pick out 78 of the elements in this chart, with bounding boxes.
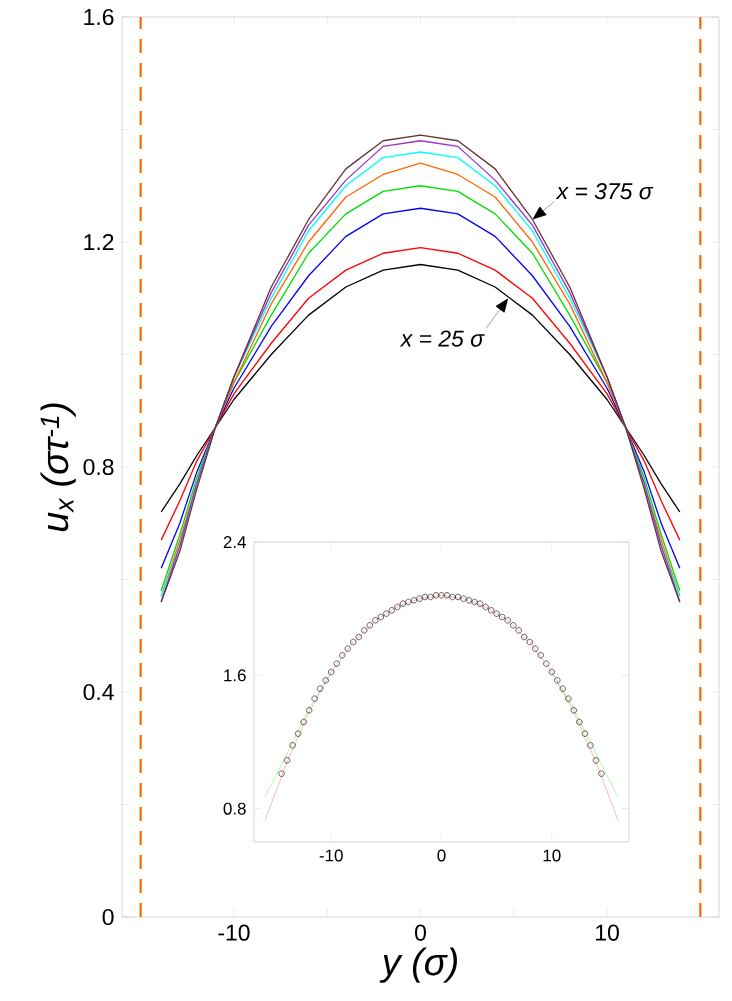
annotation: x = 25 σ (399, 330, 485, 347)
x-tick-label: 0 (437, 849, 446, 862)
point (477, 600, 484, 607)
point (278, 770, 285, 777)
point (405, 598, 412, 606)
point (443, 592, 451, 599)
point (537, 652, 544, 659)
x-tick-label: 10 (596, 924, 619, 941)
point (322, 677, 329, 684)
point (399, 600, 406, 607)
point (416, 595, 423, 602)
point (344, 645, 351, 652)
point (289, 742, 296, 749)
point (499, 613, 506, 621)
point (482, 603, 489, 611)
point (377, 613, 384, 621)
point (515, 627, 522, 634)
point (526, 638, 533, 646)
point (421, 593, 429, 601)
point (394, 603, 401, 611)
point (592, 757, 600, 764)
y-tick-label: 1.6 (224, 669, 246, 682)
point (300, 718, 307, 726)
point (488, 607, 495, 614)
point (432, 592, 440, 599)
point (317, 685, 324, 692)
y-tick-label: 1.2 (84, 233, 114, 250)
point (576, 718, 583, 726)
x-tick-label: 10 (543, 849, 561, 862)
point (532, 645, 539, 652)
point (449, 593, 456, 601)
y-tick-label: 0.8 (83, 458, 114, 476)
point (366, 622, 373, 629)
x-tick-label: 0 (415, 924, 426, 941)
x-tick-label: -10 (319, 849, 343, 862)
y-axis-title: u$_{x}$ (στ$^{-1}$) (40, 403, 76, 532)
point (438, 592, 445, 599)
point (581, 730, 588, 737)
point (543, 660, 550, 667)
point (306, 707, 313, 714)
point (559, 685, 566, 692)
y-tick-label: 2.4 (223, 536, 246, 548)
point (388, 607, 395, 614)
point (454, 593, 462, 601)
point (548, 668, 555, 676)
line-series (264, 595, 619, 821)
point (355, 633, 362, 641)
point (504, 617, 511, 624)
point (598, 770, 605, 777)
annotation: x = 375 σ (555, 183, 654, 200)
y-tick-label: 0.8 (223, 802, 246, 815)
point (311, 695, 318, 702)
point (283, 757, 291, 764)
point (328, 668, 335, 676)
point (295, 730, 302, 737)
point (570, 707, 577, 714)
point (565, 695, 572, 702)
x-axis-title: y (σ) (379, 947, 457, 983)
y-tick-label: 0 (102, 908, 114, 926)
point (427, 593, 434, 601)
point (410, 597, 418, 604)
y-tick-label: 0.4 (83, 683, 114, 701)
point (383, 610, 390, 617)
point (510, 622, 517, 629)
point (471, 598, 478, 606)
point (361, 627, 368, 634)
y-tick-label: 1.6 (84, 8, 114, 26)
point (460, 595, 467, 602)
point (521, 633, 528, 641)
point (493, 610, 500, 617)
point (339, 652, 346, 659)
point (554, 677, 561, 684)
point (333, 660, 340, 667)
point (372, 617, 379, 624)
point (350, 638, 357, 646)
point (465, 597, 473, 604)
x-tick-label: -10 (218, 924, 250, 941)
point (587, 742, 594, 749)
